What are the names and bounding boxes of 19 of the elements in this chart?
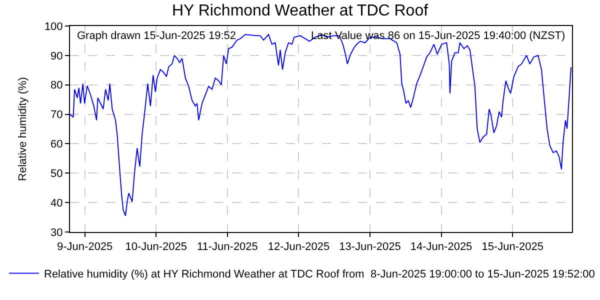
y-tick-label: 100: [44, 20, 63, 33]
y-tick-label: 30: [50, 226, 63, 239]
y-tick-label: 80: [50, 80, 63, 92]
chart-title: HY Richmond Weather at TDC Roof: [172, 2, 429, 20]
x-tick-label: 12-Jun-2025: [268, 241, 330, 254]
x-tick-label: 11-Jun-2025: [196, 241, 258, 254]
y-tick-label: 50: [50, 168, 63, 180]
legend-label: Relative humidity (%) at HY Richmond Weather at TDC Roof from 8-Jun-2025 19:00:00 to 15-Jun-2025 19:52:00: [44, 268, 595, 281]
y-axis-title: Relative humidity (%): [17, 77, 30, 181]
x-tick-label: 15-Jun-2025: [482, 241, 544, 254]
x-tick-label: 10-Jun-2025: [125, 241, 188, 254]
x-tick-label: 13-Jun-2025: [339, 241, 401, 254]
y-tick-label: 60: [50, 138, 63, 151]
annotation: Graph drawn 15-Jun-2025 19:52: [77, 30, 236, 42]
y-tick-label: 70: [50, 109, 63, 122]
y-tick-label: 40: [50, 197, 63, 210]
y-tick-label: 90: [50, 50, 63, 62]
x-tick-label: 14-Jun-2025: [410, 241, 472, 254]
x-tick-label: 9-Jun-2025: [57, 241, 113, 254]
